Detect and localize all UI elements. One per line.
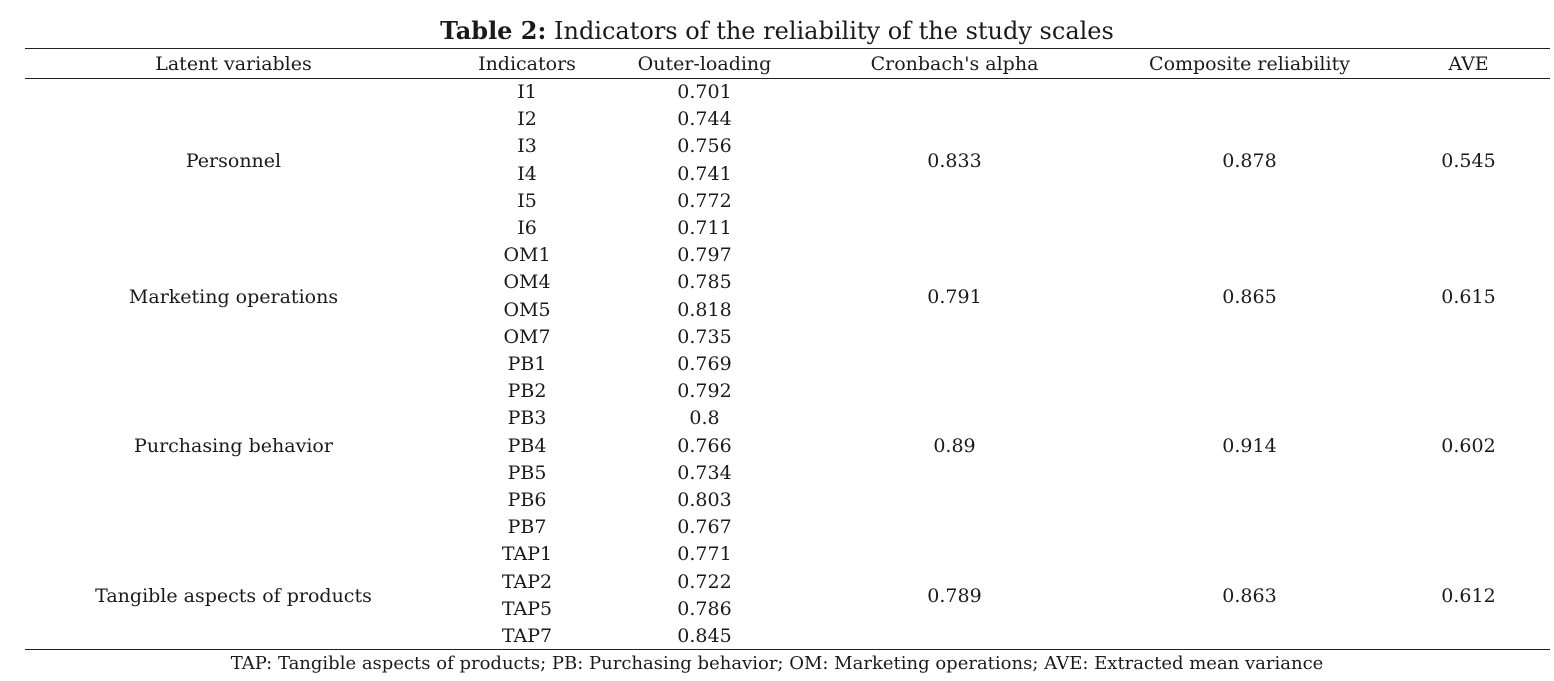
composite-reliability-cell: 0.914: [1222, 435, 1277, 458]
indicator-cell: PB4: [507, 434, 547, 457]
outer-loading-cell: 0.8: [689, 407, 720, 430]
table-row: I4 0.741: [25, 161, 1550, 188]
indicator-cell: PB7: [507, 516, 547, 539]
latent-variable-cell: Tangible aspects of products: [95, 584, 372, 607]
indicator-cell: PB3: [507, 407, 547, 430]
table-row: I6 0.711: [25, 215, 1550, 242]
indicator-cell: I2: [517, 108, 537, 131]
header-ave: AVE: [1448, 53, 1489, 75]
outer-loading-cell: 0.734: [677, 461, 732, 484]
table-row: PB7 0.767: [25, 514, 1550, 541]
indicator-cell: OM5: [503, 298, 551, 321]
table-caption: Table 2: Indicators of the reliability o…: [0, 14, 1554, 48]
top-rule: [25, 48, 1550, 49]
table-row: Purchasing behavior PB1 0.769 0.89 0.914 0.60…: [25, 351, 1550, 457]
indicator-cell: PB1: [507, 353, 547, 376]
table-caption-label: Table 2:: [440, 16, 547, 45]
table-row: I5 0.772: [25, 188, 1550, 215]
indicator-cell: TAP5: [501, 597, 553, 620]
outer-loading-cell: 0.744: [677, 108, 732, 131]
table-row: PB2 0.792: [25, 378, 1550, 405]
latent-variable-cell: Personnel: [185, 149, 282, 172]
outer-loading-cell: 0.845: [677, 625, 732, 648]
latent-variable-cell: Purchasing behavior: [134, 435, 333, 458]
outer-loading-cell: 0.741: [677, 162, 732, 185]
outer-loading-cell: 0.735: [677, 325, 732, 348]
composite-reliability-cell: 0.878: [1222, 149, 1277, 172]
table-row: PB5 0.734: [25, 460, 1550, 487]
table-row: Marketing operations OM1 0.797 0.791 0.865 0.…: [25, 242, 1550, 307]
header-cronbachs-alpha: Cronbach's alpha: [870, 53, 1039, 75]
table-row: OM4 0.785: [25, 269, 1550, 296]
table-row: OM5 0.818: [25, 297, 1550, 324]
bottom-rule: [25, 649, 1550, 650]
table-row: TAP5 0.786: [25, 596, 1550, 623]
outer-loading-cell: 0.772: [677, 189, 732, 212]
ave-cell: 0.615: [1441, 285, 1496, 308]
outer-loading-cell: 0.786: [677, 597, 732, 620]
reliability-table: Latent variables Indicators Outer-loadin…: [25, 51, 1550, 650]
header-latent-variables: Latent variables: [155, 53, 312, 75]
outer-loading-cell: 0.797: [677, 244, 732, 267]
indicator-cell: TAP1: [501, 543, 553, 566]
table-row: PB6 0.803: [25, 487, 1550, 514]
outer-loading-cell: 0.766: [677, 434, 732, 457]
header-row: Latent variables Indicators Outer-loadin…: [25, 51, 1550, 77]
table-row: Personnel I1 0.701 0.833 0.878 0.545: [25, 77, 1550, 172]
outer-loading-cell: 0.769: [677, 353, 732, 376]
indicator-cell: I5: [517, 189, 537, 212]
cronbachs-alpha-cell: 0.89: [933, 435, 976, 458]
outer-loading-cell: 0.785: [677, 271, 732, 294]
outer-loading-cell: 0.701: [677, 81, 732, 103]
cronbachs-alpha-cell: 0.789: [927, 584, 982, 607]
table-row: PB4 0.766: [25, 433, 1550, 460]
header-rule: [25, 78, 1550, 79]
ave-cell: 0.545: [1441, 149, 1496, 172]
outer-loading-cell: 0.818: [677, 298, 732, 321]
table-row: Tangible aspects of products TAP1 0.771 0.7…: [25, 541, 1550, 606]
indicator-cell: PB5: [507, 461, 547, 484]
indicator-cell: OM1: [503, 244, 551, 267]
cronbachs-alpha-cell: 0.791: [927, 285, 982, 308]
cronbachs-alpha-cell: 0.833: [927, 149, 982, 172]
table-body: Personnel I1 0.701 0.833 0.878 0.545 I2 0.744 I3…: [25, 77, 1550, 650]
latent-variable-cell: Marketing operations: [128, 285, 339, 308]
outer-loading-cell: 0.711: [677, 217, 732, 240]
indicator-cell: TAP7: [501, 625, 553, 648]
indicator-cell: I4: [517, 162, 537, 185]
ave-cell: 0.612: [1441, 584, 1496, 607]
indicator-cell: PB6: [507, 489, 547, 512]
table-caption-text: Indicators of the reliability of the stu…: [546, 17, 1114, 45]
table-row: TAP2 0.722: [25, 569, 1550, 596]
outer-loading-cell: 0.767: [677, 516, 732, 539]
table-row: I2 0.744: [25, 106, 1550, 133]
ave-cell: 0.602: [1441, 435, 1496, 458]
table-row: OM7 0.735: [25, 324, 1550, 351]
indicator-cell: I1: [517, 81, 537, 103]
outer-loading-cell: 0.771: [677, 543, 732, 566]
table-row: TAP7 0.845: [25, 623, 1550, 650]
outer-loading-cell: 0.792: [677, 380, 732, 403]
indicator-cell: TAP2: [501, 570, 553, 593]
indicator-cell: I3: [517, 135, 537, 158]
composite-reliability-cell: 0.863: [1222, 584, 1277, 607]
header-composite-reliability: Composite reliability: [1149, 53, 1350, 75]
composite-reliability-cell: 0.865: [1222, 285, 1277, 308]
outer-loading-cell: 0.803: [677, 489, 732, 512]
indicator-cell: OM7: [503, 325, 551, 348]
header-outer-loading: Outer-loading: [637, 53, 772, 75]
table-row: I3 0.756: [25, 133, 1550, 160]
header-indicators: Indicators: [478, 53, 576, 75]
indicator-cell: I6: [517, 217, 537, 240]
table-footnote: TAP: Tangible aspects of products; PB: P…: [230, 653, 1324, 674]
indicator-cell: OM4: [503, 271, 551, 294]
table-row: PB3 0.8: [25, 405, 1550, 432]
outer-loading-cell: 0.756: [677, 135, 732, 158]
outer-loading-cell: 0.722: [677, 570, 732, 593]
indicator-cell: PB2: [507, 380, 547, 403]
